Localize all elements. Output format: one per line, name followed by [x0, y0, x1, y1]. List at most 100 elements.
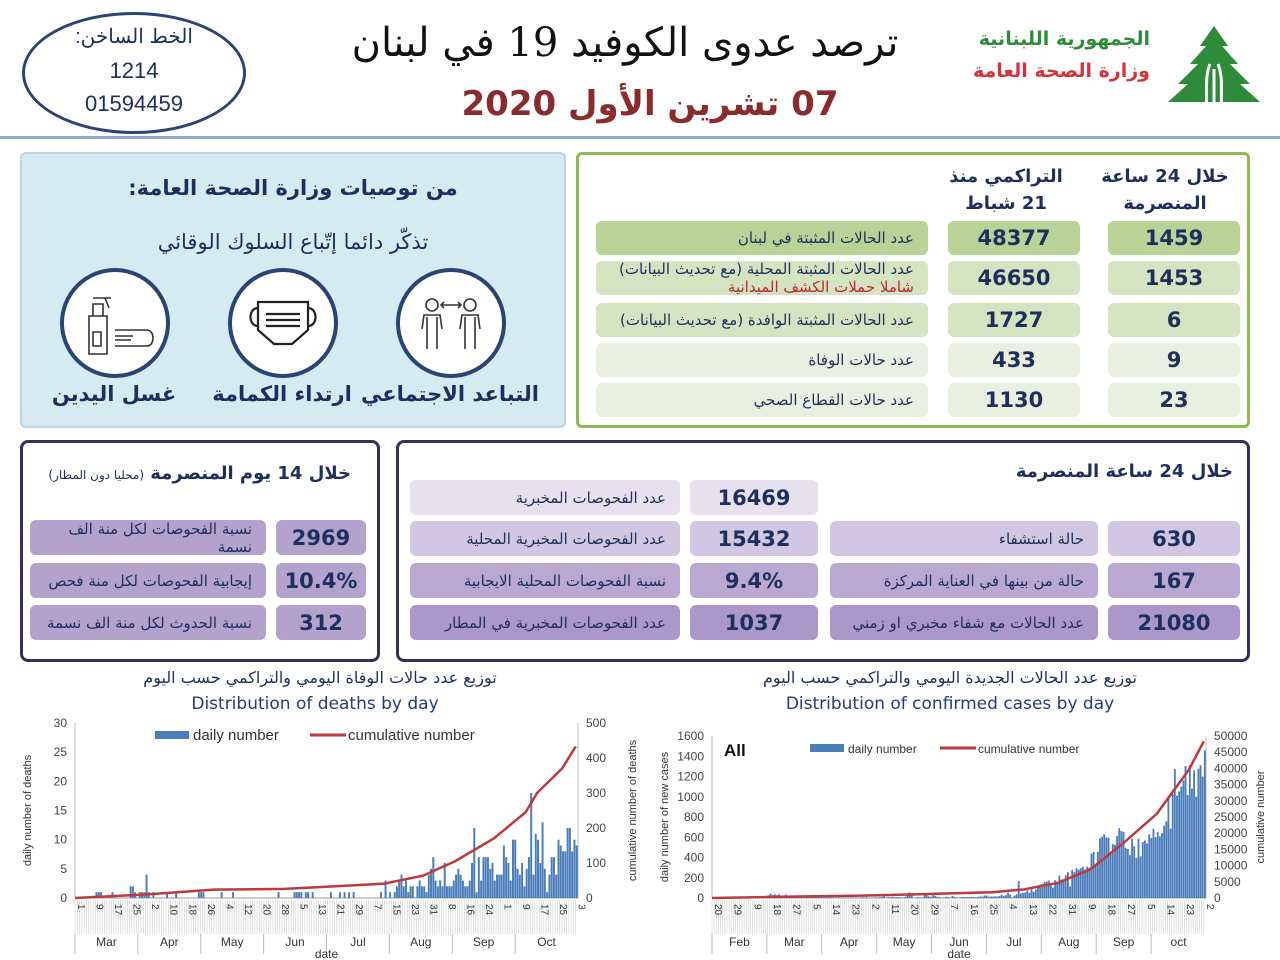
daily-bar [277, 892, 280, 898]
daily-bar [987, 896, 990, 898]
last-14-days-panel: خلال 14 يوم المنصرمة (محليا دون المطار) … [20, 440, 380, 662]
day-tick-label: 1 [75, 904, 86, 910]
daily-bar [407, 892, 410, 898]
y-axis-label: daily number of new cases [659, 751, 671, 882]
daily-bar [402, 886, 405, 898]
legend-daily-label: daily number [848, 742, 917, 756]
daily-bar [1054, 880, 1057, 898]
daily-bar [568, 828, 571, 898]
daily-bar [307, 892, 310, 898]
daily-bar [1071, 869, 1074, 898]
day-tick-label: 23 [409, 904, 420, 916]
daily-bar [197, 892, 200, 898]
cases-chart-title: Distribution of confirmed cases by day [785, 694, 1115, 714]
daily-bar [1022, 892, 1024, 898]
daily-bar [1043, 882, 1046, 898]
summary-cumulative-value: 1727 [948, 303, 1080, 337]
daily-bar [466, 886, 469, 898]
daily-bar [1122, 831, 1125, 898]
hospital-row-value: 167 [1108, 563, 1240, 598]
day-tick-label: 18 [186, 904, 197, 916]
cases-chart-title-ar: توزيع عدد الحالات الجديدة اليومي والتراك… [763, 668, 1137, 687]
daily-bar [464, 886, 467, 898]
daily-bar [1002, 895, 1005, 898]
y2-tick-label: 20000 [1214, 826, 1248, 840]
day-tick-label: 11 [889, 904, 900, 915]
daily-bar [131, 886, 134, 898]
daily-bar [550, 857, 553, 898]
daily-bar [966, 896, 969, 898]
daily-bar [1186, 795, 1189, 898]
month-label: Sep [1113, 935, 1135, 949]
daily-bar [1165, 821, 1168, 898]
daily-bar [420, 886, 423, 898]
daily-bar [379, 892, 382, 898]
daily-bar [808, 897, 811, 898]
last14-row-value: 2969 [276, 520, 366, 555]
day-tick-label: 20 [909, 904, 920, 916]
daily-bar [489, 868, 492, 898]
daily-bar [851, 897, 853, 898]
daily-bar [895, 897, 898, 898]
y2-axis-label: cumulative number [1255, 770, 1267, 863]
last14-row-label: إيجابية الفحوصات لكل منة فحص [30, 563, 266, 598]
day-tick-label: 20 [712, 904, 723, 916]
month-label: Sep [473, 935, 495, 949]
daily-bar [1176, 795, 1178, 898]
daily-bar [887, 897, 890, 898]
daily-bar [1126, 848, 1129, 898]
daily-bar [1135, 857, 1138, 898]
social-distancing-label: التباعد الاجتماعي [361, 382, 539, 406]
y2-tick-label: 25000 [1214, 810, 1248, 824]
legend-cumulative-label: cumulative number [348, 727, 475, 744]
daily-bar [432, 857, 435, 898]
daily-bar [942, 897, 945, 898]
daily-bar [398, 880, 401, 898]
daily-bar [507, 863, 510, 898]
daily-bar [1101, 836, 1104, 898]
daily-bar [1111, 844, 1114, 898]
day-tick-label: 31 [427, 904, 438, 916]
row-label-text: عدد الحالات المثبتة في لبنان [737, 229, 914, 247]
daily-bar [1013, 895, 1016, 898]
summary-daily-value: 6 [1108, 303, 1240, 337]
daily-bar [1045, 881, 1048, 898]
daily-bar [559, 845, 562, 898]
daily-bar [915, 897, 917, 898]
daily-bar [1047, 880, 1050, 898]
hotline-number: 01594459 [85, 91, 183, 116]
recommendations-heading: من توصيات وزارة الصحة العامة: [128, 176, 458, 200]
daily-bar [461, 880, 464, 898]
legend-cumulative-label: cumulative number [978, 742, 1079, 756]
daily-bar [1028, 892, 1031, 898]
daily-bar [968, 896, 971, 898]
tests-row-label: عدد الفحوصات المخبرية المحلية [410, 521, 680, 556]
daily-bar [1034, 889, 1037, 898]
daily-bar [923, 894, 926, 898]
daily-bar [992, 896, 994, 898]
y-tick-label: 800 [684, 810, 704, 824]
tests-row-value: 1037 [690, 605, 818, 640]
daily-bar [552, 857, 555, 898]
daily-bar [295, 892, 298, 898]
daily-bar [1049, 884, 1052, 898]
y-tick-label: 25 [54, 745, 68, 759]
daily-bar [1129, 855, 1131, 898]
daily-bar [436, 886, 439, 898]
daily-bar [1169, 828, 1172, 898]
hospital-row-label: حالة من بينها في العناية المركزة [830, 563, 1098, 598]
daily-bar [921, 897, 924, 898]
daily-bar [1056, 882, 1059, 898]
y2-tick-label: 45000 [1214, 745, 1248, 759]
daily-bar [1137, 838, 1140, 898]
y2-tick-label: 400 [586, 751, 606, 765]
daily-bar [1066, 872, 1069, 898]
daily-bar [448, 886, 451, 898]
daily-bar [1171, 794, 1174, 898]
daily-bar [129, 886, 132, 898]
daily-bar [1114, 844, 1116, 898]
tests-row-value: 16469 [690, 480, 818, 515]
summary-cumulative-value: 433 [948, 343, 1080, 377]
daily-bar [175, 892, 178, 898]
summary-row-label: عدد الحالات المثبتة المحلية (مع تحديث ال… [596, 260, 928, 296]
